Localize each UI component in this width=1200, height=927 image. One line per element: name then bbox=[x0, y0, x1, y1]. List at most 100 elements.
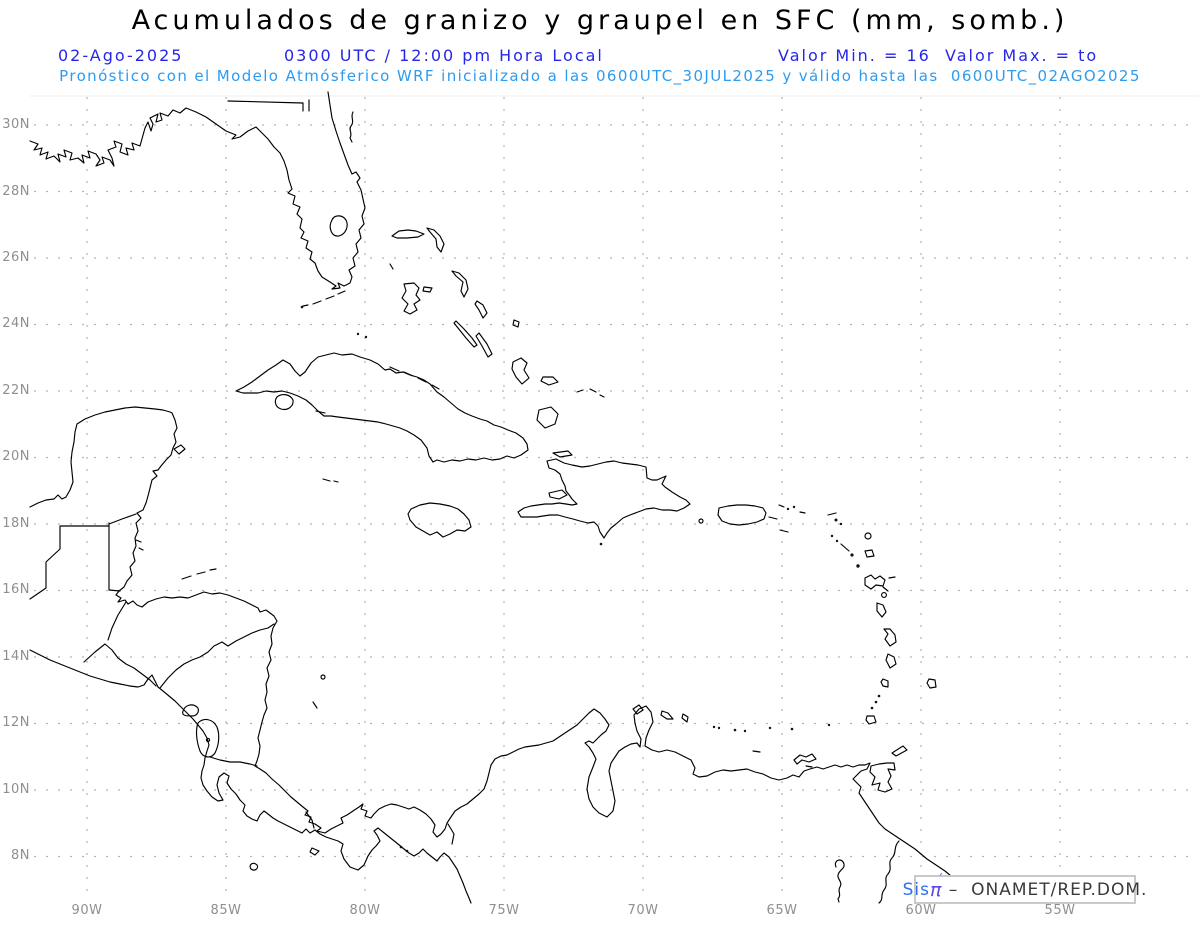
lon-label-90w: 90W bbox=[71, 903, 103, 918]
lon-label-75w: 75W bbox=[488, 903, 520, 918]
lat-label-8n: 8N bbox=[11, 848, 30, 863]
orinoco-river bbox=[878, 840, 900, 904]
beata-islet bbox=[599, 542, 603, 546]
lat-label-10n: 10N bbox=[2, 782, 30, 797]
gulf-coast-florida-coastline bbox=[29, 91, 366, 290]
lon-label-65w: 65W bbox=[766, 903, 798, 918]
testigos-islet bbox=[827, 723, 831, 727]
lake-nicaragua bbox=[195, 718, 220, 758]
pearl-islet-2 bbox=[405, 849, 409, 853]
georgia-florida-border bbox=[227, 99, 310, 112]
longitude-gridlines bbox=[86, 97, 1061, 900]
guadeloupe-island bbox=[864, 574, 896, 592]
san-andres-island bbox=[312, 701, 318, 709]
gonave-island bbox=[548, 489, 568, 500]
model-init-label: Pronóstico con el Modelo Atmósferico WRF… bbox=[59, 67, 1141, 85]
pacific-islet bbox=[249, 862, 259, 871]
st-johns-river bbox=[349, 111, 354, 143]
ometepe-island bbox=[205, 737, 211, 743]
lat-label-16n: 16N bbox=[2, 582, 30, 597]
jamaica-coastline bbox=[407, 502, 472, 538]
valid-date-label: 02-Ago-2025 bbox=[58, 46, 184, 65]
lat-label-24n: 24N bbox=[2, 316, 30, 331]
lon-label-85w: 85W bbox=[210, 903, 242, 918]
map-title: Acumulados de granizo y graupel en SFC (… bbox=[131, 5, 1069, 36]
st-lucia-island bbox=[885, 653, 897, 669]
saba-islet bbox=[830, 534, 834, 538]
dominica-island bbox=[876, 602, 887, 618]
lesser-antilles-north bbox=[827, 512, 875, 558]
mona-island bbox=[698, 518, 704, 524]
min-max-values-label: Valor Min. = 16 Valor Max. = to bbox=[778, 46, 1099, 65]
cuba-coastline bbox=[235, 352, 529, 463]
st-eustatius-islet bbox=[835, 539, 839, 543]
key-west-islet bbox=[300, 305, 304, 309]
lon-label-60w: 60W bbox=[905, 903, 937, 918]
grenadines-islet bbox=[877, 694, 881, 698]
trinidad-island bbox=[869, 762, 896, 793]
tobago-island bbox=[891, 745, 908, 757]
latitude-gridlines bbox=[34, 124, 1197, 858]
montserrat-islet bbox=[856, 564, 860, 568]
isla-juventud bbox=[274, 394, 294, 411]
caroni-river bbox=[834, 859, 845, 903]
virgin-islands bbox=[768, 504, 806, 533]
marie-galante-island bbox=[881, 592, 887, 598]
virgin-islet bbox=[786, 507, 790, 511]
blanquilla-islet bbox=[790, 727, 794, 731]
lon-label-70w: 70W bbox=[627, 903, 659, 918]
cuba-north-cays bbox=[315, 366, 440, 414]
lat-label-12n: 12N bbox=[2, 715, 30, 730]
grenadines-islet-3 bbox=[870, 706, 874, 710]
barbados-island bbox=[926, 678, 937, 689]
pi-accent-mark: ´ bbox=[937, 871, 945, 886]
las-aves-islet bbox=[712, 725, 716, 729]
lat-label-26n: 26N bbox=[2, 250, 30, 265]
lat-label-20n: 20N bbox=[2, 449, 30, 464]
nevis-islet bbox=[850, 553, 854, 557]
lon-label-55w: 55W bbox=[1044, 903, 1076, 918]
central-america-caribbean-coastline bbox=[29, 406, 977, 904]
curacao-island bbox=[660, 710, 674, 720]
margarita-island bbox=[752, 750, 817, 768]
barbuda-island bbox=[864, 532, 872, 540]
lat-label-22n: 22N bbox=[2, 383, 30, 398]
cay-sal-islet bbox=[356, 332, 360, 336]
hispaniola-coastline bbox=[517, 458, 691, 539]
pearl-islet bbox=[399, 845, 403, 849]
st-vincent-island bbox=[880, 678, 889, 688]
st-barth-islet bbox=[839, 522, 843, 526]
st-martin-islet bbox=[834, 518, 838, 522]
los-roques-islet bbox=[733, 728, 737, 732]
orchila-islet bbox=[768, 726, 772, 730]
credit-sispi-sis: Sis bbox=[902, 879, 930, 900]
lat-label-18n: 18N bbox=[2, 516, 30, 531]
country-borders bbox=[29, 513, 455, 845]
lat-label-28n: 28N bbox=[2, 184, 30, 199]
lake-managua bbox=[182, 704, 199, 717]
bonaire-island bbox=[681, 713, 689, 723]
florida-keys bbox=[302, 290, 346, 307]
credit-onamet-label: – ONAMET/REP.DOM. bbox=[942, 879, 1148, 900]
cozumel-island bbox=[173, 444, 186, 455]
coiba-island bbox=[309, 847, 320, 856]
grenada-island bbox=[865, 715, 877, 725]
pacific-coastline bbox=[29, 649, 472, 904]
los-roques-islet-2 bbox=[743, 729, 747, 733]
bahamas-islands bbox=[389, 227, 605, 429]
providencia-island bbox=[320, 674, 326, 680]
martinique-island bbox=[883, 628, 897, 647]
cayman-islands bbox=[322, 478, 339, 483]
cay-sal-islet-2 bbox=[364, 335, 368, 339]
tortue-island bbox=[552, 450, 573, 458]
virgin-islet-2 bbox=[792, 505, 796, 509]
credit-box: Sis π ´ – ONAMET/REP.DOM. bbox=[903, 871, 1146, 904]
belize-cays bbox=[135, 539, 144, 551]
lat-label-30n: 30N bbox=[2, 117, 30, 132]
lat-label-14n: 14N bbox=[2, 649, 30, 664]
puerto-rico-coastline bbox=[717, 504, 767, 526]
honduras-bay-islands bbox=[181, 568, 217, 580]
grenadines-islet-2 bbox=[874, 700, 878, 704]
